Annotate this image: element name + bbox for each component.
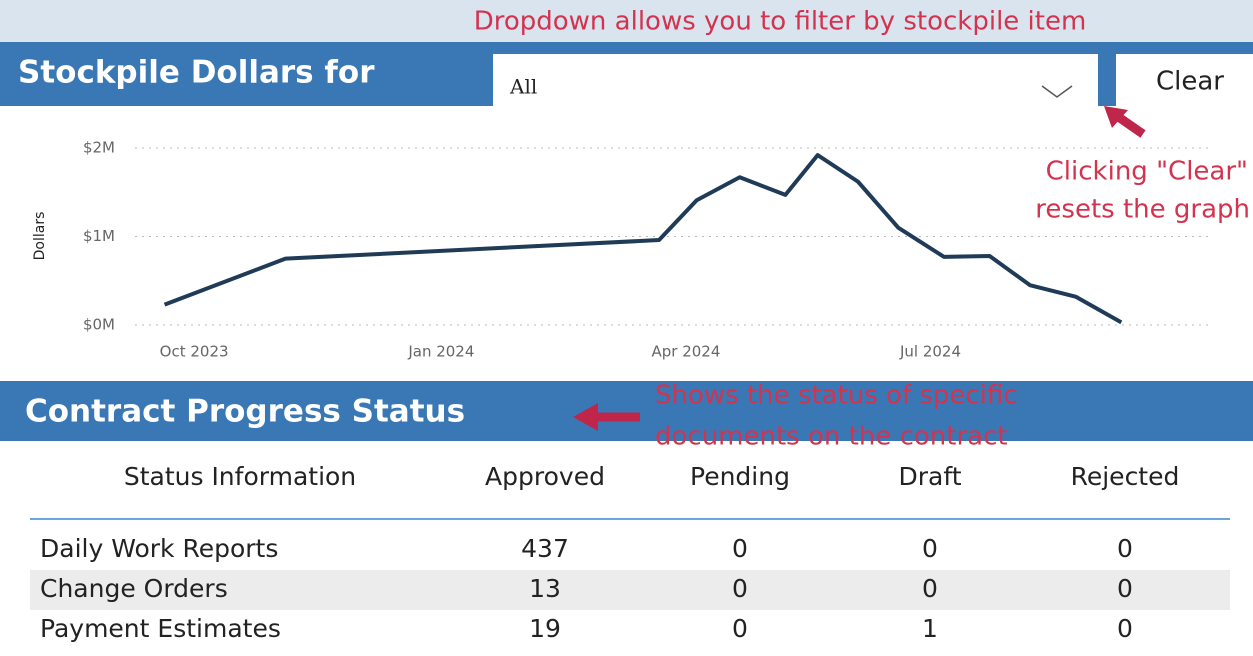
arrow xyxy=(1104,106,1146,138)
x-tick-label: Apr 2024 xyxy=(651,343,720,361)
annotation: resets the graph xyxy=(1035,195,1250,225)
header-bar xyxy=(0,381,1253,441)
table-title: Contract Progress Status xyxy=(25,394,465,430)
y-tick-label: $0M xyxy=(83,316,115,334)
column-header: Pending xyxy=(690,462,790,491)
y-tick-label: $1M xyxy=(83,227,115,245)
cell: Payment Estimates xyxy=(40,614,281,643)
dropdown[interactable] xyxy=(493,54,1098,106)
cell: Daily Work Reports xyxy=(40,534,278,563)
column-header: Status Information xyxy=(124,462,356,491)
annotation: Shows the status of specific xyxy=(655,381,1018,411)
cell: Change Orders xyxy=(40,574,228,603)
dropdown-value: All xyxy=(509,75,537,99)
column-header: Rejected xyxy=(1071,462,1180,491)
dropdown-chevron xyxy=(1041,85,1073,98)
y-tick-label: $2M xyxy=(83,139,115,157)
header-title: Stockpile Dollars for xyxy=(18,55,375,91)
chart: $0M $1M $2M Oct 2023 Jan 2024 Apr 2024 Jul 202… xyxy=(83,139,1210,361)
clear-label: Clear xyxy=(1156,67,1224,97)
cell: 19 xyxy=(529,614,561,643)
y-axis-label: Dollars xyxy=(32,212,48,261)
cell: 0 xyxy=(732,614,748,643)
line xyxy=(163,153,1123,325)
cell: 437 xyxy=(521,534,569,563)
cell: 0 xyxy=(1117,614,1133,643)
cell: 0 xyxy=(1117,534,1133,563)
annotation: documents on the contract xyxy=(655,422,1008,452)
annotation: Dropdown allows you to filter by stockpi… xyxy=(474,7,1087,37)
x-tick-label: Jan 2024 xyxy=(407,343,474,361)
cell: 1 xyxy=(922,614,938,643)
table: Status Information Approved Pending Draft Re… xyxy=(40,462,1179,643)
cell: 0 xyxy=(922,574,938,603)
row-band xyxy=(30,570,1230,610)
cell: 13 xyxy=(529,574,561,603)
top-strip xyxy=(0,0,1253,42)
column-header: Draft xyxy=(898,462,961,491)
x-tick-label: Jul 2024 xyxy=(899,343,961,361)
arrow xyxy=(573,403,640,431)
cell: 0 xyxy=(1117,574,1133,603)
annotation: Clicking "Clear" xyxy=(1046,157,1248,187)
cell: 0 xyxy=(922,534,938,563)
x-tick-label: Oct 2023 xyxy=(160,343,229,361)
column-header: Approved xyxy=(485,462,605,491)
cell: 0 xyxy=(732,574,748,603)
clear-button[interactable] xyxy=(1116,54,1253,106)
cell: 0 xyxy=(732,534,748,563)
